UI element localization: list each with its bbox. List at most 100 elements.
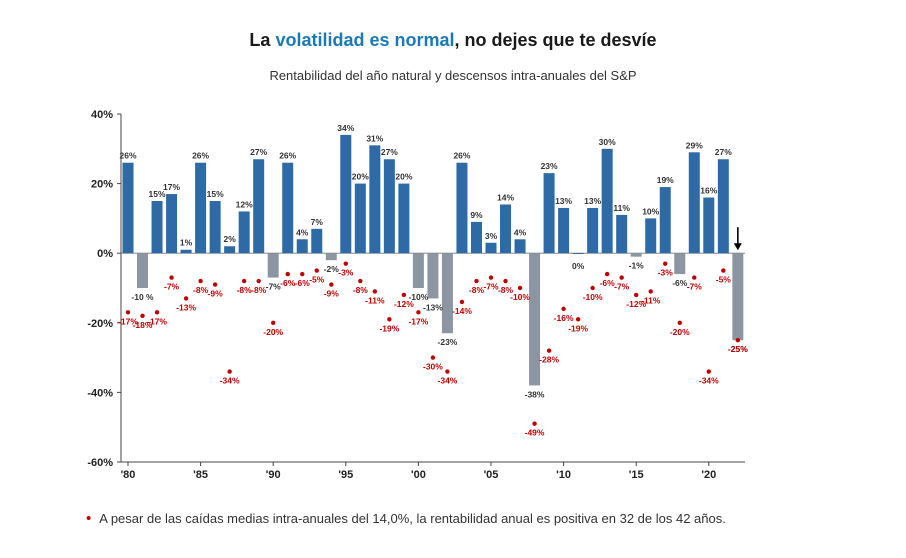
return-label: 27% — [250, 147, 267, 157]
return-bar — [543, 173, 555, 254]
drawdown-dot — [692, 275, 697, 280]
drawdown-label: -34% — [699, 376, 719, 386]
drawdown-dot — [532, 421, 537, 426]
chart-area: 40% 20% 0% -20% -40% -60% '80 '85 '90 '95 '00 '05 '1… — [87, 109, 748, 480]
drawdown-dot — [329, 282, 334, 287]
drawdown-label: -8% — [498, 285, 514, 295]
drawdown-label: -16% — [554, 313, 574, 323]
return-bar — [151, 201, 163, 254]
drawdown-label: -7% — [164, 282, 180, 292]
chart-title: La volatilidad es normal, no dejes que t… — [0, 30, 906, 51]
footnote: • A pesar de las caídas medias intra-anua… — [86, 510, 726, 527]
x-tick-label: '05 — [484, 469, 499, 480]
return-bar — [369, 145, 381, 254]
drawdown-label: -7% — [687, 282, 703, 292]
return-label: 11% — [613, 203, 630, 213]
return-bar — [122, 162, 134, 254]
return-label: -1% — [629, 261, 645, 271]
y-tick-label: -20% — [87, 318, 113, 330]
return-label: 26% — [279, 151, 296, 161]
drawdown-dot — [735, 338, 741, 343]
drawdown-label: -19% — [379, 323, 399, 333]
return-label: 10% — [642, 206, 659, 216]
return-label: 20% — [352, 172, 369, 182]
drawdown-label: -8% — [193, 285, 209, 295]
title-highlight: volatilidad es normal — [275, 30, 455, 50]
return-label: 4% — [514, 227, 527, 237]
return-label: 14% — [497, 192, 514, 202]
return-label: 2% — [223, 234, 236, 244]
return-label: 16% — [700, 186, 717, 196]
drawdown-dot — [503, 278, 508, 284]
drawdown-label: -3% — [338, 268, 354, 278]
drawdown-label: -8% — [353, 285, 369, 295]
return-label: -38% — [525, 389, 545, 399]
drawdown-dot — [183, 296, 189, 301]
drawdown-label: -9% — [208, 289, 224, 299]
return-label: 20% — [395, 172, 412, 182]
footnote-bullet: • — [86, 510, 92, 527]
return-bar — [427, 253, 439, 299]
drawdown-dot — [358, 278, 363, 284]
return-bar — [325, 253, 337, 261]
drawdown-label: -3% — [658, 268, 674, 278]
return-bar — [383, 159, 395, 254]
return-bar — [500, 204, 512, 254]
x-tick-label: '85 — [193, 469, 208, 480]
drawdown-label: -12% — [626, 299, 646, 309]
drawdown-dot — [634, 292, 639, 298]
title-part-2: , no dejes que te desvíe — [454, 30, 657, 50]
drawdown-dot — [241, 278, 247, 284]
drawdown-dot — [227, 369, 232, 374]
return-bar — [659, 187, 671, 254]
return-bar — [195, 162, 207, 254]
return-label: 19% — [657, 175, 674, 185]
drawdown-label: -11% — [641, 295, 661, 305]
drawdown-dot — [561, 306, 566, 312]
drawdown-dot — [517, 285, 523, 291]
drawdown-label: -49% — [525, 428, 545, 438]
drawdown-label: -30% — [423, 362, 443, 372]
return-bar — [470, 221, 482, 254]
return-bar — [732, 253, 744, 341]
return-bar — [209, 201, 221, 254]
y-tick-label: 0% — [97, 248, 113, 260]
drawdown-dot — [721, 268, 726, 273]
drawdown-dot — [663, 261, 668, 266]
return-bar — [674, 253, 686, 275]
return-bar — [630, 253, 642, 257]
return-bar — [137, 253, 149, 288]
return-label: -10% — [408, 292, 428, 302]
return-bar — [340, 134, 352, 254]
drawdown-dot — [154, 310, 160, 315]
drawdown-label: -19% — [568, 323, 588, 333]
drawdown-dot — [648, 289, 653, 294]
return-bar — [703, 197, 715, 254]
return-bar — [456, 162, 468, 254]
drawdown-dot — [314, 268, 319, 273]
drawdown-label: -6% — [280, 278, 296, 288]
drawdown-label: -14% — [452, 306, 472, 316]
drawdown-dot — [459, 299, 465, 305]
drawdown-label: -8% — [237, 285, 253, 295]
return-label: 0% — [572, 261, 585, 271]
y-tick-label: 20% — [91, 179, 113, 191]
return-label: 17% — [163, 182, 180, 192]
drawdown-label: -6% — [600, 278, 616, 288]
drawdown-dot — [343, 261, 348, 266]
drawdown-dot — [488, 275, 494, 280]
drawdown-label: -13% — [176, 302, 196, 312]
y-tick-label: -60% — [87, 457, 113, 469]
return-bar — [485, 242, 497, 254]
return-label: 1% — [180, 238, 193, 248]
x-tick-label: '15 — [629, 469, 644, 480]
x-tick-label: '00 — [411, 469, 426, 480]
return-label: 23% — [541, 161, 558, 171]
drawdown-dot — [677, 320, 682, 325]
drawdown-dot — [575, 317, 581, 322]
return-bar — [354, 183, 366, 254]
return-bar — [398, 183, 410, 254]
drawdown-dot — [169, 275, 174, 280]
return-label: 9% — [470, 210, 483, 220]
drawdown-label: -34% — [438, 376, 458, 386]
